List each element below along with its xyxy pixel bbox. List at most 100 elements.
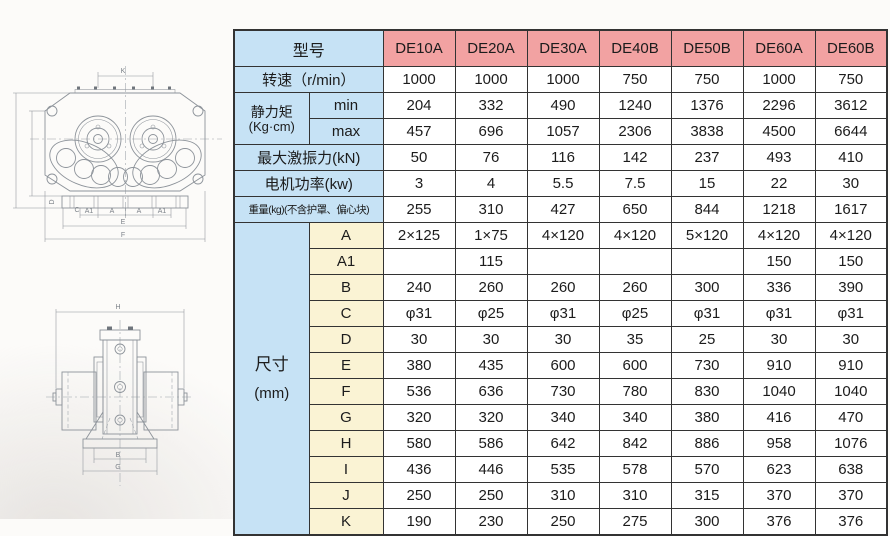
spec-value: 1040 — [742, 378, 816, 405]
spec-value: 457 — [382, 118, 456, 145]
spec-value: 410 — [814, 144, 888, 171]
static-moment-min-label: min — [308, 92, 384, 119]
model-header-de60b: DE60B — [814, 29, 888, 67]
spec-value: 600 — [526, 352, 600, 379]
spec-value: 580 — [382, 430, 456, 457]
spec-value: 1000 — [742, 66, 816, 93]
spec-value: 320 — [454, 404, 528, 431]
spec-value: 380 — [670, 404, 744, 431]
spec-value: 6644 — [814, 118, 888, 145]
spec-value: 275 — [598, 508, 672, 536]
spec-value: 240 — [382, 274, 456, 301]
spec-value: 50 — [382, 144, 456, 171]
dim-row-f-label: F — [308, 378, 384, 405]
spec-value: 376 — [814, 508, 888, 536]
spec-value: φ31 — [670, 300, 744, 327]
spec-value: 4 — [454, 170, 528, 197]
spec-value: 204 — [382, 92, 456, 119]
dim-row-c-label: C — [308, 300, 384, 327]
dim-row-e-label: E — [308, 352, 384, 379]
exciter-side-view-drawing: H B — [20, 300, 225, 500]
spec-value: 25 — [670, 326, 744, 353]
spec-value: 310 — [598, 482, 672, 509]
spec-value: 696 — [454, 118, 528, 145]
spec-value: 427 — [526, 196, 600, 223]
spec-value: 237 — [670, 144, 744, 171]
spec-value: 578 — [598, 456, 672, 483]
dim-row-h-label: H — [308, 430, 384, 457]
dim-label-c: C — [74, 207, 79, 214]
spec-value: 1000 — [526, 66, 600, 93]
dim-row-i-label: I — [308, 456, 384, 483]
spec-value: 142 — [598, 144, 672, 171]
spec-value: 1057 — [526, 118, 600, 145]
spec-value: 30 — [814, 326, 888, 353]
dimensions-title: 尺寸 — [254, 354, 289, 374]
dim-row-a1-label: A1 — [308, 248, 384, 275]
spec-value: 370 — [814, 482, 888, 509]
spec-value: 30 — [742, 326, 816, 353]
spec-value: 150 — [742, 248, 816, 275]
spec-value: 1376 — [670, 92, 744, 119]
spec-value: 250 — [526, 508, 600, 536]
spec-value: 230 — [454, 508, 528, 536]
dim-label-h: H — [115, 304, 120, 311]
spec-value: 315 — [670, 482, 744, 509]
spec-value: 2296 — [742, 92, 816, 119]
spec-value: 1000 — [454, 66, 528, 93]
static-moment-label: 静力矩 (Kg·cm) — [233, 92, 310, 145]
spec-value: 30 — [382, 326, 456, 353]
dim-label-a1-right: A1 — [158, 208, 167, 215]
spec-value: 570 — [670, 456, 744, 483]
spec-value — [526, 248, 600, 275]
spec-value: 1000 — [382, 66, 456, 93]
spec-value: 842 — [598, 430, 672, 457]
dimensions-unit: (mm) — [254, 384, 290, 402]
spec-value: 380 — [382, 352, 456, 379]
spec-value: 536 — [382, 378, 456, 405]
dim-label-k: K — [121, 68, 126, 75]
spec-value: 416 — [742, 404, 816, 431]
spec-value: 15 — [670, 170, 744, 197]
spec-value: 844 — [670, 196, 744, 223]
spec-value: 650 — [598, 196, 672, 223]
static-moment-unit: (Kg·cm) — [248, 119, 295, 134]
max-excitation-force-row-label: 最大激振力(kN) — [233, 144, 384, 171]
spec-value: 780 — [598, 378, 672, 405]
spec-value: 300 — [670, 274, 744, 301]
spec-value — [382, 248, 456, 275]
spec-value: 750 — [814, 66, 888, 93]
speed-row-label: 转速（r/min） — [233, 66, 384, 93]
spec-value: 4×120 — [742, 222, 816, 249]
spec-value: 150 — [814, 248, 888, 275]
spec-table: 型号 DE10A DE20A DE30A DE40B DE50B DE60A DE60B 转速（… — [233, 29, 888, 536]
spec-value: 1040 — [814, 378, 888, 405]
motor-power-row-label: 电机功率(kw) — [233, 170, 384, 197]
spec-value: 2×125 — [382, 222, 456, 249]
spec-value: 30 — [814, 170, 888, 197]
spec-value: 376 — [742, 508, 816, 536]
weight-row-label: 重量(kg)(不含护罩、偏心块) — [233, 196, 384, 223]
spec-value: 260 — [598, 274, 672, 301]
dim-label-a1-left: A1 — [85, 208, 94, 215]
spec-value: 22 — [742, 170, 816, 197]
dim-label-f: F — [121, 232, 125, 239]
spec-value: φ31 — [742, 300, 816, 327]
spec-value: 638 — [814, 456, 888, 483]
static-moment-max-label: max — [308, 118, 384, 145]
spec-value: 535 — [526, 456, 600, 483]
spec-value: 910 — [742, 352, 816, 379]
spec-value: 642 — [526, 430, 600, 457]
spec-value: 730 — [526, 378, 600, 405]
dim-row-d-label: D — [308, 326, 384, 353]
spec-value: 750 — [670, 66, 744, 93]
spec-value: 76 — [454, 144, 528, 171]
spec-value: 830 — [670, 378, 744, 405]
spec-value: 260 — [526, 274, 600, 301]
dim-label-g: G — [115, 464, 120, 471]
spec-value: 370 — [742, 482, 816, 509]
spec-value: 958 — [742, 430, 816, 457]
spec-value: φ31 — [382, 300, 456, 327]
spec-value: 3838 — [670, 118, 744, 145]
